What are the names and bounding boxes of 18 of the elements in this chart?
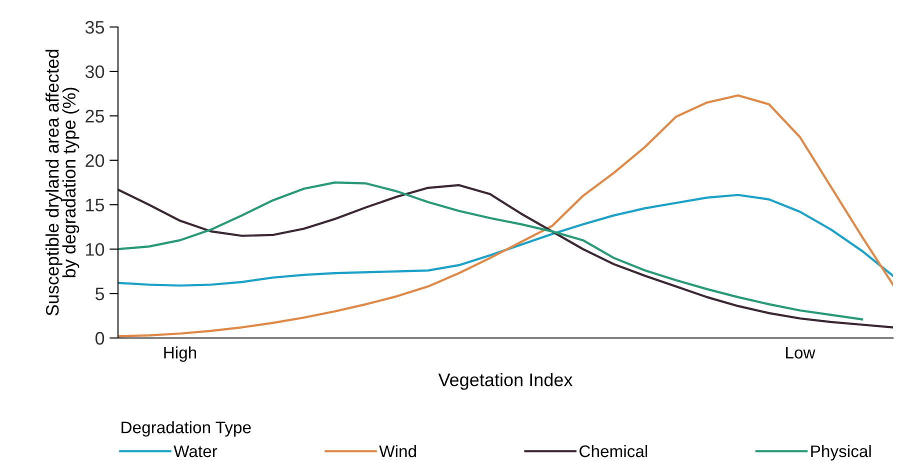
y-tick-label: 10 (86, 243, 104, 256)
y-tick-label: 5 (95, 288, 104, 300)
legend-label: Chemical (580, 444, 648, 458)
x-tick-label: High (164, 346, 196, 362)
line-series (118, 194, 893, 287)
legend-label: Water (174, 446, 218, 458)
y-tick-label: 35 (85, 20, 104, 34)
x-axis-title: Vegetation Index (438, 372, 573, 390)
legend-label: Wind (379, 444, 416, 458)
y-tick-label: 30 (85, 65, 104, 78)
y-axis-title: Susceptible dryland area affected by degradation type (%) (46, 50, 80, 316)
y-tick-label: 25 (86, 110, 104, 123)
legend-label: Physical (811, 444, 871, 460)
y-tick-label: 0 (95, 332, 104, 345)
y-tick-label: 15 (86, 198, 104, 212)
y-tick-label: 20 (86, 154, 104, 168)
x-tick-label: Low (786, 346, 816, 359)
legend-title: Degradation Type (122, 421, 251, 437)
